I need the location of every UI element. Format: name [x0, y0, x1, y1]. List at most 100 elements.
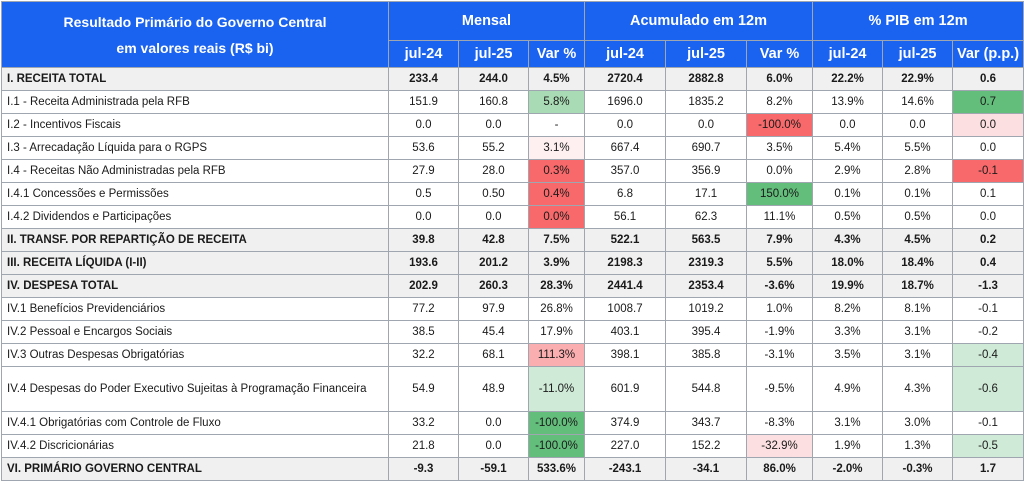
cell-pib-var-pp: -0.4 [952, 343, 1024, 367]
cell-acum-jul24: 403.1 [584, 320, 667, 344]
row-label: IV.4.2 Discricionárias [1, 434, 389, 458]
cell-pib-var-pp: -0.1 [952, 159, 1024, 183]
cell-acum-jul24: 398.1 [584, 343, 667, 367]
cell-mensal-jul25: 0.0 [458, 205, 529, 229]
cell-acum-var: 8.2% [746, 90, 814, 114]
cell-pib-jul25: 8.1% [882, 297, 954, 321]
cell-acum-jul25: 563.5 [665, 228, 748, 252]
table-title: Resultado Primário do Governo Central em… [1, 1, 389, 68]
cell-pib-jul25: 0.1% [882, 182, 954, 206]
cell-mensal-var: 111.3% [527, 343, 586, 367]
cell-mensal-jul24: 233.4 [388, 67, 459, 91]
cell-acum-jul24: 6.8 [584, 182, 667, 206]
col-header-mensal-var: Var % [527, 40, 586, 68]
cell-pib-jul24: 3.3% [812, 320, 884, 344]
cell-mensal-var: 26.8% [527, 297, 586, 321]
cell-mensal-jul24: 0.0 [388, 205, 459, 229]
cell-pib-jul24: 0.5% [812, 205, 884, 229]
cell-pib-var-pp: 0.1 [952, 182, 1024, 206]
cell-pib-jul24: 5.4% [812, 136, 884, 160]
cell-pib-jul24: 0.0 [812, 113, 884, 137]
row-label: IV.1 Benefícios Previdenciários [1, 297, 389, 321]
cell-mensal-jul24: 193.6 [388, 251, 459, 275]
table-row-receita-administrada: I.1 - Receita Administrada pela RFB 151.… [1, 90, 1024, 114]
cell-mensal-jul24: -9.3 [388, 457, 459, 481]
cell-acum-jul25: 1835.2 [665, 90, 748, 114]
table-row-receita-liquida: III. RECEITA LÍQUIDA (I-II) 193.6 201.2 … [1, 251, 1024, 275]
cell-mensal-jul24: 53.6 [388, 136, 459, 160]
cell-mensal-jul25: 45.4 [458, 320, 529, 344]
cell-pib-var-pp: 0.0 [952, 205, 1024, 229]
cell-pib-var-pp: -0.6 [952, 366, 1024, 412]
table-row-receita-total: I. RECEITA TOTAL 233.4 244.0 4.5% 2720.4… [1, 67, 1024, 91]
cell-acum-jul25: 2882.8 [665, 67, 748, 91]
row-label: III. RECEITA LÍQUIDA (I-II) [1, 251, 389, 275]
cell-pib-jul25: -0.3% [882, 457, 954, 481]
cell-pib-jul25: 14.6% [882, 90, 954, 114]
col-header-acum-var: Var % [746, 40, 814, 68]
cell-mensal-jul25: 97.9 [458, 297, 529, 321]
cell-acum-jul25: 62.3 [665, 205, 748, 229]
cell-pib-jul24: 0.1% [812, 182, 884, 206]
cell-acum-jul25: 395.4 [665, 320, 748, 344]
cell-acum-jul25: 385.8 [665, 343, 748, 367]
table-row-despesas-poder-executivo: IV.4 Despesas do Poder Executivo Sujeita… [1, 366, 1024, 412]
cell-mensal-jul24: 151.9 [388, 90, 459, 114]
cell-acum-var: 1.0% [746, 297, 814, 321]
cell-pib-var-pp: 0.6 [952, 67, 1024, 91]
cell-acum-jul24: 2441.4 [584, 274, 667, 298]
cell-acum-jul24: 667.4 [584, 136, 667, 160]
cell-mensal-var: - [527, 113, 586, 137]
table-row-discricionarias: IV.4.2 Discricionárias 21.8 0.0 -100.0% … [1, 434, 1024, 458]
cell-acum-jul24: 601.9 [584, 366, 667, 412]
cell-pib-var-pp: -0.1 [952, 411, 1024, 435]
cell-acum-var: 6.0% [746, 67, 814, 91]
cell-pib-jul24: 3.5% [812, 343, 884, 367]
table-row-arrecadacao-rgps: I.3 - Arrecadação Líquida para o RGPS 53… [1, 136, 1024, 160]
cell-mensal-var: 0.4% [527, 182, 586, 206]
cell-pib-jul25: 2.8% [882, 159, 954, 183]
table-row-primario-governo-central: VI. PRIMÁRIO GOVERNO CENTRAL -9.3 -59.1 … [1, 457, 1024, 481]
cell-acum-jul25: 152.2 [665, 434, 748, 458]
cell-pib-jul24: 4.3% [812, 228, 884, 252]
cell-mensal-jul25: 0.0 [458, 434, 529, 458]
cell-pib-jul25: 3.0% [882, 411, 954, 435]
cell-acum-jul24: 56.1 [584, 205, 667, 229]
cell-acum-jul25: 0.0 [665, 113, 748, 137]
cell-acum-var: -8.3% [746, 411, 814, 435]
cell-acum-var: 0.0% [746, 159, 814, 183]
cell-mensal-var: 3.9% [527, 251, 586, 275]
cell-mensal-var: -100.0% [527, 411, 586, 435]
cell-pib-var-pp: 0.2 [952, 228, 1024, 252]
cell-mensal-jul24: 27.9 [388, 159, 459, 183]
title-line-1: Resultado Primário do Governo Central [63, 13, 327, 30]
cell-acum-jul24: 0.0 [584, 113, 667, 137]
row-label: IV.4 Despesas do Poder Executivo Sujeita… [1, 366, 389, 412]
cell-acum-var: -32.9% [746, 434, 814, 458]
cell-acum-var: -100.0% [746, 113, 814, 137]
col-header-mensal-jul24: jul-24 [388, 40, 459, 68]
cell-pib-jul24: 22.2% [812, 67, 884, 91]
col-header-pib-jul25: jul-25 [882, 40, 954, 68]
cell-acum-jul25: 356.9 [665, 159, 748, 183]
cell-mensal-jul24: 32.2 [388, 343, 459, 367]
table-row-despesa-total: IV. DESPESA TOTAL 202.9 260.3 28.3% 2441… [1, 274, 1024, 298]
cell-acum-jul24: 374.9 [584, 411, 667, 435]
cell-acum-jul24: 227.0 [584, 434, 667, 458]
cell-acum-var: 7.9% [746, 228, 814, 252]
row-label: I.4.1 Concessões e Permissões [1, 182, 389, 206]
cell-mensal-var: 4.5% [527, 67, 586, 91]
table-row-concessoes: I.4.1 Concessões e Permissões 0.5 0.50 0… [1, 182, 1024, 206]
row-label: VI. PRIMÁRIO GOVERNO CENTRAL [1, 457, 389, 481]
cell-pib-jul24: 18.0% [812, 251, 884, 275]
table-row-incentivos-fiscais: I.2 - Incentivos Fiscais 0.0 0.0 - 0.0 0… [1, 113, 1024, 137]
cell-acum-jul25: 1019.2 [665, 297, 748, 321]
cell-pib-var-pp: 0.0 [952, 113, 1024, 137]
cell-mensal-var: 533.6% [527, 457, 586, 481]
row-label: I.2 - Incentivos Fiscais [1, 113, 389, 137]
cell-acum-jul24: 2720.4 [584, 67, 667, 91]
col-header-acum-jul25: jul-25 [665, 40, 748, 68]
cell-acum-jul25: 2319.3 [665, 251, 748, 275]
cell-pib-jul25: 18.7% [882, 274, 954, 298]
cell-acum-jul24: 1696.0 [584, 90, 667, 114]
